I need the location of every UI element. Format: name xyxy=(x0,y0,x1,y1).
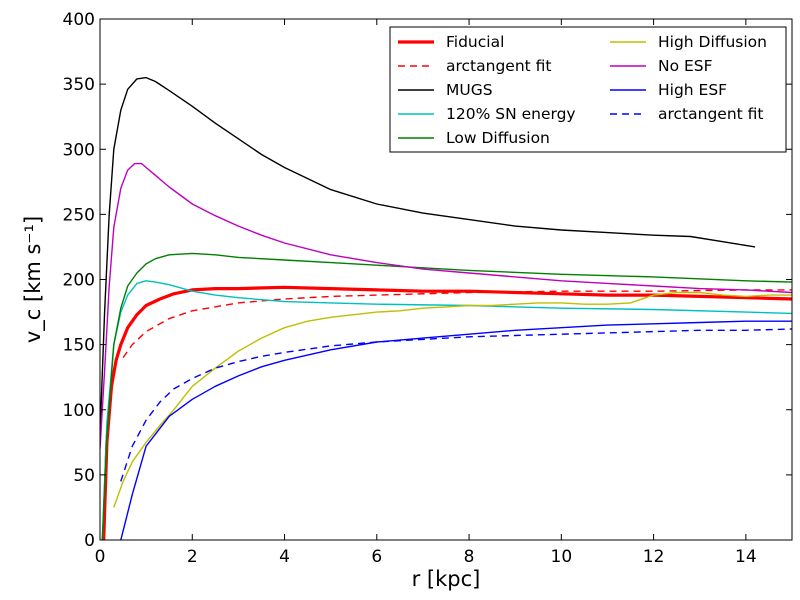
series-line-6 xyxy=(100,162,792,449)
y-tick-label: 50 xyxy=(73,466,95,486)
x-tick-label: 8 xyxy=(464,547,475,567)
legend-label: High Diffusion xyxy=(658,33,767,51)
series-line-8 xyxy=(120,328,792,482)
series-line-1 xyxy=(122,289,792,359)
y-axis-label-text: v_c [km s⁻¹] xyxy=(21,216,46,343)
legend-label: Low Diffusion xyxy=(446,129,550,147)
y-axis-label: v_c [km s⁻¹] xyxy=(21,216,46,343)
y-tick-label: 350 xyxy=(63,75,95,95)
x-axis-label: r [kpc] xyxy=(412,567,481,591)
series-line-3 xyxy=(101,280,792,540)
legend-label: arctangent fit xyxy=(446,57,552,75)
x-tick-label: 0 xyxy=(95,547,106,567)
x-tick-label: 4 xyxy=(279,547,290,567)
x-tick-label: 12 xyxy=(643,547,665,567)
x-tick-label: 10 xyxy=(551,547,573,567)
x-tick-label: 14 xyxy=(735,547,757,567)
x-tick-label: 2 xyxy=(187,547,198,567)
y-tick-label: 150 xyxy=(63,336,95,356)
y-tick-label: 400 xyxy=(63,10,95,30)
legend-label: High ESF xyxy=(658,81,727,99)
legend-label: 120% SN energy xyxy=(446,105,576,123)
legend-label: MUGS xyxy=(446,81,493,99)
legend-label: arctangent fit xyxy=(658,105,764,123)
series-line-4 xyxy=(101,252,792,540)
y-tick-label: 0 xyxy=(84,531,95,551)
series-line-7 xyxy=(120,320,792,540)
series-line-0 xyxy=(102,285,792,540)
y-tick-label: 100 xyxy=(63,401,95,421)
y-tick-label: 250 xyxy=(63,205,95,225)
legend-box xyxy=(389,26,787,153)
series-line-5 xyxy=(113,291,792,508)
x-tick-label: 6 xyxy=(371,547,382,567)
series-line-2 xyxy=(100,76,756,436)
y-tick-label: 200 xyxy=(63,271,95,291)
legend-label: No ESF xyxy=(658,57,713,75)
legend-label: Fiducial xyxy=(446,33,504,51)
y-tick-label: 300 xyxy=(63,140,95,160)
axes: 0 2 4 6 8 10 12 14 0 50 100 150 200 250 300 350 400 xyxy=(63,10,793,567)
legend: Fiducial arctangent fit MUGS 120% SN energy… xyxy=(389,26,787,153)
plot-area xyxy=(100,76,792,540)
